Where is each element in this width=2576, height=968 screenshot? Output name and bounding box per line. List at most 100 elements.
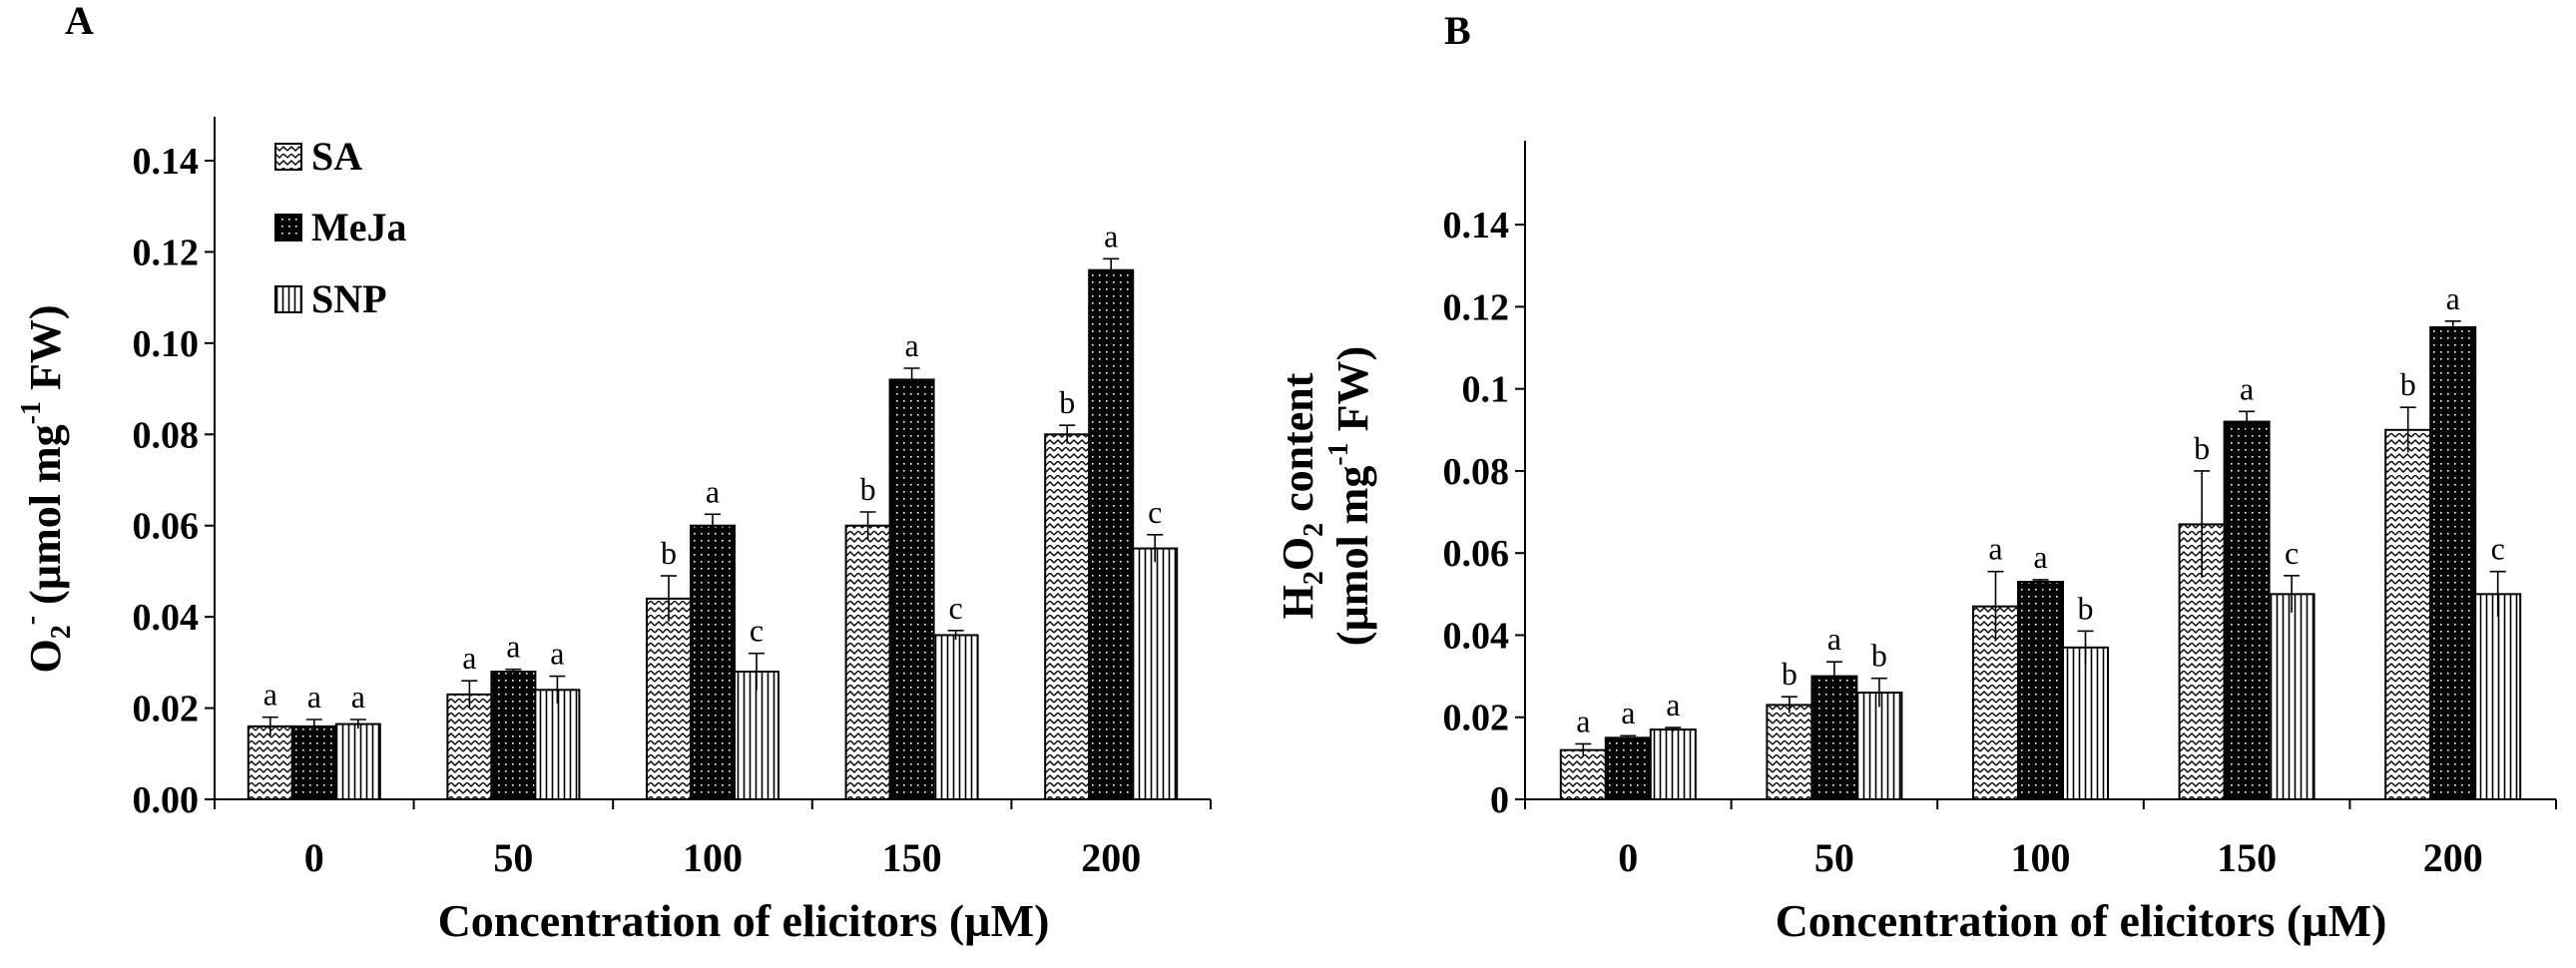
panel-a-y-axis-label: O2- (µmol mg-1 FW) xyxy=(16,305,77,674)
bar-snp-200 xyxy=(2474,593,2522,800)
bar-meja-150 xyxy=(2223,420,2271,800)
significance-letter-meja-150: a xyxy=(904,327,918,363)
significance-letter-meja-0: a xyxy=(307,679,321,715)
significance-letter-snp-50: a xyxy=(550,636,564,672)
panel-b-y-tick-label: 0.14 xyxy=(1443,205,1510,246)
panel-b-y-tick-label: 0.12 xyxy=(1443,286,1510,328)
bar-sa-200 xyxy=(2384,428,2432,800)
bar-sa-150 xyxy=(844,524,891,800)
panel-a-y-tick-label: 0.00 xyxy=(133,779,200,821)
panel-b-y-tick-label: 0 xyxy=(1490,779,1509,821)
panel-b-y-tick-label: 0.08 xyxy=(1443,451,1510,493)
bar-snp-0 xyxy=(1649,728,1697,800)
panel-b: B H2O2 content (µmol mg-1 FW) 00.020.040… xyxy=(1274,8,2557,946)
significance-letter-snp-200: c xyxy=(1148,494,1162,530)
legend-item-snp: SNP xyxy=(274,276,387,321)
bar-meja-0 xyxy=(1604,736,1652,800)
panel-b-category-label: 200 xyxy=(2423,835,2483,880)
significance-letter-snp-200: c xyxy=(2491,531,2505,567)
panel-a-y-tick-label: 0.04 xyxy=(133,597,200,639)
panel-b-category-label: 50 xyxy=(1814,835,1854,880)
panel-b-x-axis-label: Concentration of elicitors (µM) xyxy=(1776,895,2387,946)
significance-letter-meja-200: a xyxy=(1104,218,1118,253)
panel-b-y-axis-label-line1: H2O2 content xyxy=(1274,372,1329,619)
panel-b-plot-area: 0 0.02 0.04 0.06 0.08 0.1 0.12 0.14 0 50 100 150 200… xyxy=(1443,141,2557,880)
significance-letter-sa-200: b xyxy=(1059,384,1075,420)
significance-letter-meja-50: a xyxy=(1827,621,1841,657)
significance-letter-meja-200: a xyxy=(2446,280,2460,316)
bar-meja-200 xyxy=(2429,325,2477,800)
panel-a-y-tick-label: 0.14 xyxy=(133,141,200,183)
significance-letter-snp-100: c xyxy=(750,613,764,649)
legend-label-snp: SNP xyxy=(311,276,387,321)
bar-meja-100 xyxy=(690,524,736,800)
panel-a-category-label: 100 xyxy=(683,835,743,880)
significance-letter-snp-100: b xyxy=(2078,590,2094,626)
legend-item-meja: MeJa xyxy=(274,205,407,249)
panel-b-letter: B xyxy=(1444,8,1471,53)
bar-meja-150 xyxy=(888,378,935,800)
significance-letter-sa-50: b xyxy=(1782,656,1798,692)
panel-a-x-axis-label: Concentration of elicitors (µM) xyxy=(438,895,1050,946)
panel-a-y-tick-label: 0.02 xyxy=(133,689,200,730)
panel-a-plot-area: 0.00 0.02 0.04 0.06 0.08 0.10 0.12 0.14 0 50 100 15… xyxy=(133,117,1212,880)
panel-b-category-label: 150 xyxy=(2217,835,2277,880)
legend-swatch-meja xyxy=(274,214,302,242)
panel-a-y-tick-label: 0.10 xyxy=(133,323,200,365)
significance-letter-meja-100: a xyxy=(2033,539,2047,575)
bar-meja-50 xyxy=(1810,675,1858,800)
panel-a-category-label: 150 xyxy=(882,835,942,880)
panel-b-y-tick-label: 0.06 xyxy=(1443,533,1510,575)
panel-a-category-label: 200 xyxy=(1081,835,1141,880)
bar-snp-50 xyxy=(534,689,581,800)
bar-snp-100 xyxy=(734,671,779,800)
bar-sa-100 xyxy=(646,597,692,800)
panel-b-y-axis-label-line2: (µmol mg-1 FW) xyxy=(1323,346,1377,646)
bar-sa-0 xyxy=(247,725,293,800)
panel-a-category-label: 0 xyxy=(304,835,324,880)
panel-b-y-tick-label: 0.04 xyxy=(1443,615,1510,657)
bar-meja-0 xyxy=(290,725,337,800)
legend-item-sa: SA xyxy=(274,134,362,179)
significance-letter-snp-150: c xyxy=(948,590,962,626)
legend-swatch-sa xyxy=(274,143,302,171)
legend-label-meja: MeJa xyxy=(311,205,407,249)
panel-b-category-label: 100 xyxy=(2011,835,2071,880)
legend-swatch-snp xyxy=(274,285,302,313)
significance-letter-meja-50: a xyxy=(506,629,520,665)
bar-snp-150 xyxy=(932,634,979,801)
significance-letter-sa-150: b xyxy=(2194,430,2210,466)
panel-b-y-tick-label: 0.1 xyxy=(1462,369,1510,411)
bar-meja-200 xyxy=(1088,268,1135,800)
bar-snp-50 xyxy=(1855,692,1903,801)
panel-a-y-tick-label: 0.08 xyxy=(133,414,200,456)
significance-letter-meja-0: a xyxy=(1621,695,1635,730)
bar-meja-100 xyxy=(2017,580,2064,801)
bar-sa-50 xyxy=(446,693,493,800)
legend-label-sa: SA xyxy=(311,134,362,179)
bar-sa-0 xyxy=(1559,748,1607,801)
panel-a-y-tick-label: 0.12 xyxy=(133,232,200,273)
panel-a-category-label: 50 xyxy=(493,835,533,880)
bar-snp-200 xyxy=(1132,547,1179,800)
significance-letter-sa-200: b xyxy=(2400,366,2416,402)
significance-letter-snp-150: c xyxy=(2285,535,2299,571)
legend: SA MeJa SNP xyxy=(274,134,407,321)
significance-letter-sa-100: b xyxy=(661,535,677,571)
significance-letter-snp-0: a xyxy=(351,679,365,715)
significance-letter-meja-150: a xyxy=(2240,370,2254,406)
significance-letter-sa-100: a xyxy=(1988,531,2002,567)
significance-letter-sa-0: a xyxy=(263,677,277,713)
bar-sa-200 xyxy=(1044,433,1091,800)
panel-b-y-tick-label: 0.02 xyxy=(1443,698,1510,739)
significance-letter-snp-50: b xyxy=(1871,638,1887,674)
panel-a: A O2- (µmol mg-1 FW) 0.000.020.040.060.0… xyxy=(16,0,1212,946)
bar-sa-50 xyxy=(1766,704,1813,800)
significance-letter-sa-50: a xyxy=(462,640,476,676)
bar-snp-150 xyxy=(2268,593,2316,800)
significance-letter-sa-0: a xyxy=(1576,703,1590,738)
bar-meja-50 xyxy=(490,671,537,800)
panel-b-category-label: 0 xyxy=(1618,835,1638,880)
bar-snp-100 xyxy=(2062,646,2109,800)
